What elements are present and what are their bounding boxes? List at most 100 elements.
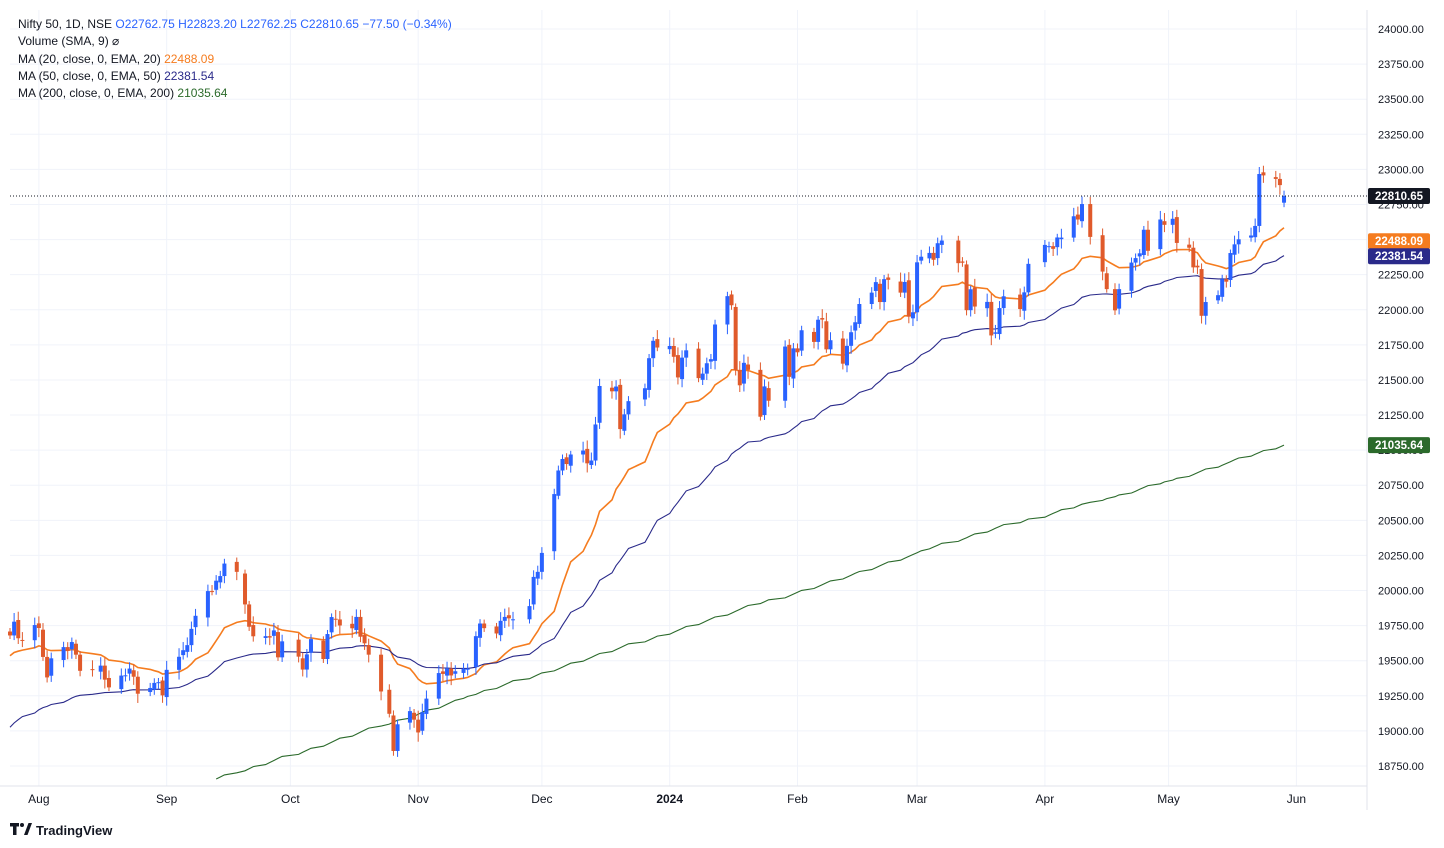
price-tag-label: 22488.09: [1375, 236, 1423, 248]
y-tick-label: 22250.00: [1378, 270, 1424, 282]
ma50-line: [9, 255, 1285, 728]
candle-body: [589, 460, 594, 466]
candle-body: [391, 715, 396, 751]
candle-body: [581, 450, 586, 455]
candle-body: [131, 670, 136, 677]
candle-body: [675, 355, 680, 378]
candle-body: [1145, 229, 1150, 251]
x-axis: Aug Sep Oct Nov Dec 2024 Feb Mar Apr May Jun: [28, 792, 1306, 806]
ma20-row[interactable]: MA (20, close, 0, EMA, 20) 22488.09: [18, 51, 452, 68]
candle-body: [1075, 214, 1080, 220]
candle-body: [177, 656, 182, 670]
candle-body: [321, 640, 326, 660]
y-tick-label: 22000.00: [1378, 305, 1424, 317]
candle-body: [1277, 178, 1282, 186]
candle-body: [700, 373, 705, 380]
candle-body: [560, 458, 565, 471]
candle-body: [1088, 204, 1093, 237]
candle-body: [1137, 253, 1142, 257]
candle-body: [783, 346, 788, 401]
candle-body: [73, 643, 78, 655]
price-tag-label: 21035.64: [1375, 440, 1424, 452]
candle-body: [985, 301, 990, 309]
y-tick-label: 20000.00: [1378, 586, 1424, 598]
candle-body: [32, 625, 37, 641]
candle-body: [251, 625, 256, 637]
candle-body: [465, 668, 470, 670]
ma200-line: [215, 444, 1285, 780]
candle-body: [1117, 289, 1122, 309]
volume-row[interactable]: Volume (SMA, 9) ⌀: [18, 33, 452, 50]
x-tick-label: Nov: [408, 792, 429, 806]
candle-body: [478, 623, 483, 638]
candle-body: [494, 626, 499, 634]
candle-body: [1195, 265, 1200, 268]
candle-body: [857, 304, 862, 324]
candle-body: [1228, 253, 1233, 281]
candle-body: [1224, 279, 1229, 282]
candle-body: [927, 252, 932, 259]
candle-body: [222, 563, 227, 577]
candle-body: [556, 470, 561, 496]
candle-body: [964, 264, 969, 311]
candle-body: [416, 719, 421, 733]
candle-body: [1018, 294, 1023, 310]
price-tag: 22488.09: [1368, 233, 1430, 250]
candle-body: [667, 345, 672, 350]
candle-body: [614, 386, 619, 392]
candle-body: [1236, 239, 1241, 245]
candle-body: [20, 639, 25, 641]
candle-body: [527, 606, 532, 620]
candle-body: [325, 634, 330, 660]
candle-body: [564, 457, 569, 465]
candle-body: [185, 645, 190, 652]
candle-body: [997, 308, 1002, 335]
candle-body: [708, 359, 713, 362]
hidden-eye-icon[interactable]: ⌀: [112, 34, 120, 49]
y-tick-label: 19000.00: [1378, 726, 1424, 738]
change-value: −77.50 (−0.34%): [362, 17, 452, 31]
candle-body: [609, 387, 614, 392]
x-tick-label: 2024: [656, 792, 683, 806]
candle-body: [1100, 235, 1105, 272]
candle-body: [696, 348, 701, 379]
candle-body: [733, 306, 738, 370]
candle-body: [119, 675, 124, 690]
ma200-row[interactable]: MA (200, close, 0, EMA, 200) 21035.64: [18, 85, 452, 102]
candle-body: [78, 654, 83, 671]
candle-body: [407, 711, 412, 723]
candle-body: [956, 240, 961, 264]
candle-body: [1232, 244, 1237, 255]
tradingview-name: TradingView: [36, 822, 113, 838]
candle-body: [98, 665, 103, 672]
price-tag: 21035.64: [1368, 437, 1430, 454]
price-tag-bg: [1368, 233, 1430, 250]
candle-body: [869, 292, 874, 305]
candle-body: [972, 287, 977, 307]
candle-body: [1170, 218, 1175, 225]
candle-body: [69, 642, 74, 650]
candle-body: [502, 616, 507, 621]
candle-body: [939, 240, 944, 245]
ma50-row[interactable]: MA (50, close, 0, EMA, 50) 22381.54: [18, 68, 452, 85]
candle-body: [898, 281, 903, 293]
candle-body: [36, 623, 41, 629]
y-tick-label: 24000.00: [1378, 24, 1424, 36]
candle-body: [585, 448, 590, 464]
candle-body: [853, 322, 858, 331]
candle-body: [1104, 273, 1109, 290]
symbol-label: Nifty 50, 1D, NSE: [18, 17, 113, 31]
tradingview-brand[interactable]: TradingView: [10, 822, 112, 838]
x-tick-label: Oct: [281, 792, 300, 806]
candle-body: [844, 345, 849, 366]
candle-body: [148, 687, 153, 693]
symbol-row[interactable]: Nifty 50, 1D, NSE O22762.75 H22823.20 L2…: [18, 16, 452, 33]
candle-body: [741, 362, 746, 384]
candle-body: [1273, 177, 1278, 179]
candle-body: [16, 620, 21, 639]
candle-body: [1042, 244, 1047, 263]
candle-body: [795, 348, 800, 353]
candle-body: [593, 424, 598, 461]
tradingview-logo-icon: [10, 822, 32, 838]
